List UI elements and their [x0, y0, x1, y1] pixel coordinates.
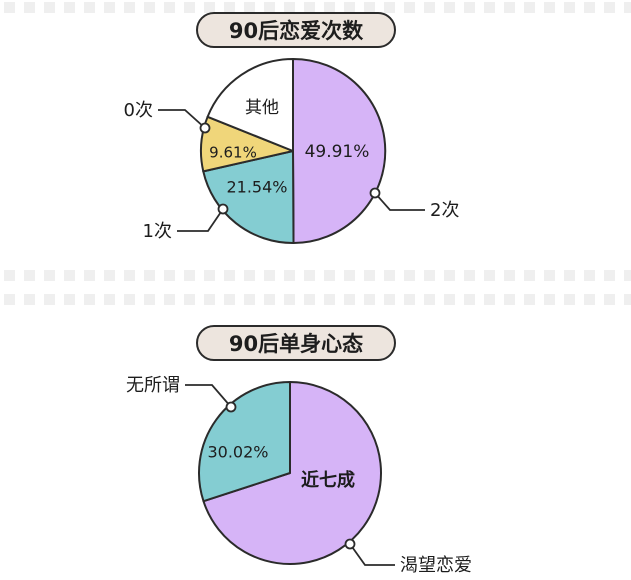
- slice-category-label-3: 0次: [124, 100, 153, 121]
- callout-dot-2: [225, 401, 237, 413]
- pie-slice-4: [206, 58, 294, 152]
- pie-chart-single-mindset: 近七成 30.02% 渴望恋爱 无所谓: [126, 375, 472, 576]
- dotted-band-middle-1: [4, 270, 631, 281]
- slice-category-label-2: 无所谓: [126, 375, 180, 396]
- pie-slice-1: [202, 381, 382, 565]
- chart-2-title: 90后单身心态: [196, 325, 396, 361]
- slice-value-label-2: 21.54%: [226, 178, 287, 197]
- pie-chart-love-count: 49.91% 21.54% 9.61% 其他 2次 1次 0次: [124, 57, 459, 245]
- callout-line-1: [374, 192, 425, 211]
- slice-value-label-3: 9.61%: [209, 144, 257, 162]
- callout-line-1: [349, 543, 395, 566]
- pie-slice-1: [292, 57, 387, 244]
- chart-1-title: 90后恋爱次数: [196, 12, 396, 48]
- dotted-band-top: [4, 2, 631, 13]
- slice-value-label-1: 近七成: [301, 469, 355, 491]
- dotted-band-middle-2: [4, 294, 631, 305]
- slice-category-label-1: 渴望恋爱: [400, 554, 472, 576]
- callout-dot-3: [199, 122, 211, 134]
- slice-category-label-1: 2次: [430, 200, 459, 221]
- slice-value-label-2: 30.02%: [207, 443, 268, 462]
- callout-line-2: [185, 384, 232, 408]
- slice-category-label-4: 其他: [245, 98, 279, 118]
- slice-category-label-2: 1次: [143, 221, 172, 242]
- callout-dot-2: [217, 203, 229, 215]
- pie-slice-2: [202, 150, 295, 245]
- slice-value-label-1: 49.91%: [305, 142, 370, 162]
- callout-line-2: [177, 208, 224, 232]
- callout-line-3: [158, 109, 206, 129]
- callout-dot-1: [369, 187, 381, 199]
- callout-dot-1: [344, 538, 356, 550]
- pie-slice-2: [198, 381, 291, 503]
